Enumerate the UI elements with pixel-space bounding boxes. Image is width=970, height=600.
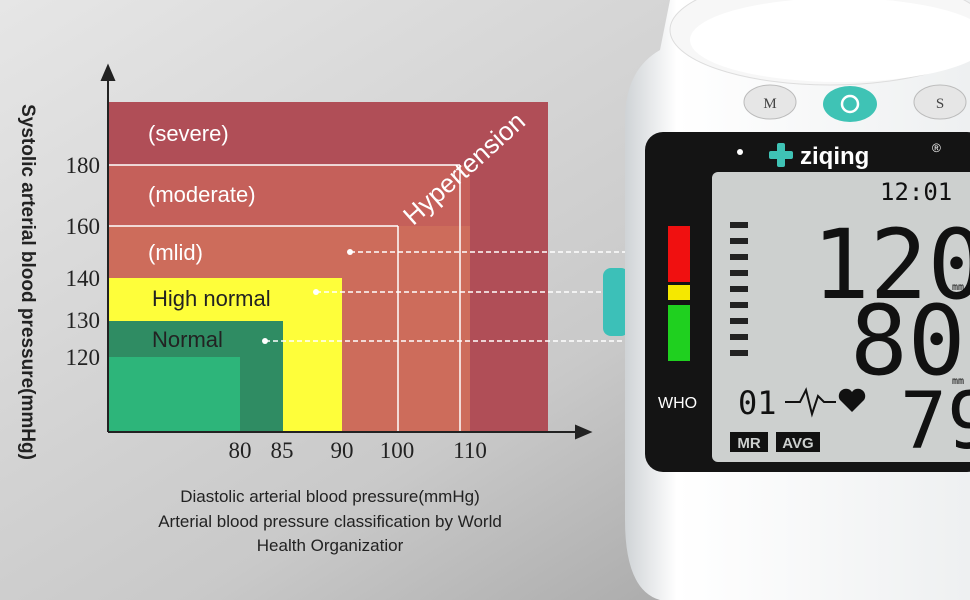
x-tick-label: 100 [380, 438, 415, 463]
button-label: M [763, 96, 776, 112]
registered-mark: ® [932, 141, 941, 155]
badge: AVG [782, 435, 813, 452]
y-tick-label: 140 [66, 266, 101, 291]
y-tick-label: 130 [66, 308, 101, 333]
grid-lines [108, 164, 461, 432]
x-tick-label: 80 [229, 438, 252, 463]
y-axis-label: Systolic arterial blood pressure(mmHg) [17, 104, 38, 460]
y-tick-label: 120 [66, 345, 101, 370]
zone-label: (severe) [148, 121, 229, 146]
unit: mm [952, 282, 964, 293]
memory: 01 [738, 384, 777, 422]
device: M S ziqing ® 12:01 120 mm 80 mm 79 WHO 0… [603, 0, 970, 600]
y-tick-label: 160 [66, 214, 101, 239]
pulse: 79 [900, 377, 970, 467]
connector-dots [262, 249, 353, 344]
time: 12:01 [880, 178, 952, 206]
zone-label: (moderate) [148, 182, 256, 207]
diastolic: 80 [850, 285, 966, 397]
x-tick-label: 110 [453, 438, 487, 463]
zone-label: Normal [152, 327, 223, 352]
x-tick-label: 85 [271, 438, 294, 463]
caption: Diastolic arterial blood pressure(mmHg) [180, 487, 479, 506]
button-label: S [936, 96, 944, 112]
zone-label: High normal [152, 286, 271, 311]
zone-label: (mlid) [148, 240, 203, 265]
x-tick-label: 90 [331, 438, 354, 463]
axes [100, 63, 593, 440]
brand: ziqing [800, 143, 869, 170]
y-tick-label: 180 [66, 153, 101, 178]
who-label: WHO [658, 395, 697, 412]
systolic: 120 [812, 209, 970, 321]
classification-chart: (severe) (moderate) (mlid) High normal N… [17, 63, 593, 555]
unit: mm [952, 376, 964, 387]
caption: Health Organizatior [257, 536, 404, 555]
badge: MR [737, 435, 760, 452]
caption: Arterial blood pressure classification b… [158, 512, 502, 531]
zone-optimal [108, 357, 240, 432]
